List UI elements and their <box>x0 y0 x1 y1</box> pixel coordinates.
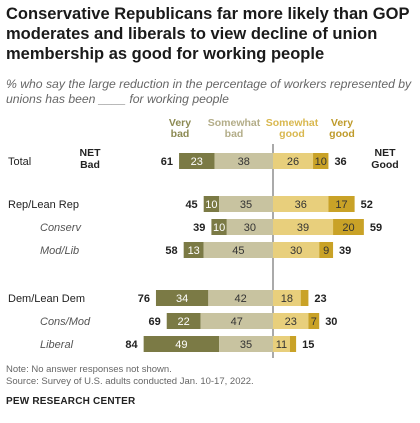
net-good-value: 30 <box>325 316 337 328</box>
bar-very-good <box>289 336 297 352</box>
bar-somewhat-good <box>273 196 329 212</box>
net-bad-value: 61 <box>161 156 173 168</box>
chart-subtitle: % who say the large reduction in the per… <box>6 77 412 106</box>
net-bad-value: 39 <box>193 222 205 234</box>
bar-somewhat-bad <box>219 336 273 352</box>
legend-somewhat-good: Somewhat good <box>266 117 319 140</box>
bar-very-bad <box>155 290 209 306</box>
label-very-bad: 23 <box>191 156 203 168</box>
label-somewhat-bad: 42 <box>235 293 247 305</box>
bar-somewhat-bad <box>214 153 273 169</box>
net-bad-value: 58 <box>165 245 177 257</box>
bar-somewhat-good <box>273 242 320 258</box>
label-very-bad: 22 <box>178 316 190 328</box>
label-very-bad: 34 <box>176 293 188 305</box>
chart-note: Note: No answer responses not shown. <box>6 364 172 375</box>
bar-somewhat-good <box>273 336 290 352</box>
label-somewhat-good: 30 <box>290 245 302 257</box>
bar-very-bad <box>143 336 220 352</box>
net-bad-label: NET Bad <box>80 147 102 171</box>
legend-very-bad: Very bad <box>169 117 191 140</box>
legend-somewhat-bad: Somewhat bad <box>208 117 261 140</box>
label-very-bad: 49 <box>175 339 187 351</box>
label-very-good: 10 <box>315 156 327 168</box>
label-somewhat-good: 36 <box>295 199 307 211</box>
row-label: Rep/Lean Rep <box>8 199 79 211</box>
row-label: Total <box>8 156 31 168</box>
chart-title: Conservative Republicans far more likely… <box>6 5 410 63</box>
net-good-value: 59 <box>370 222 382 234</box>
label-very-bad: 10 <box>213 222 225 234</box>
net-good-value: 15 <box>302 339 314 351</box>
chart-source: Source: Survey of U.S. adults conducted … <box>6 376 254 387</box>
label-very-good: 7 <box>311 316 317 328</box>
bar-very-bad <box>203 196 220 212</box>
label-very-good: 9 <box>323 245 329 257</box>
label-somewhat-bad: 30 <box>244 222 256 234</box>
net-good-value: 36 <box>334 156 346 168</box>
bar-very-bad <box>179 153 215 169</box>
net-good-value: 52 <box>361 199 373 211</box>
label-somewhat-bad: 35 <box>240 199 252 211</box>
bar-somewhat-good <box>273 290 301 306</box>
row-label: Liberal <box>40 339 74 351</box>
net-good-label: NET Good <box>371 147 398 171</box>
label-somewhat-good: 39 <box>297 222 309 234</box>
label-somewhat-good: 26 <box>287 156 299 168</box>
label-somewhat-bad: 35 <box>240 339 252 351</box>
bar-very-bad <box>183 242 204 258</box>
bar-very-good <box>319 242 334 258</box>
bar-somewhat-bad <box>226 219 273 235</box>
net-good-value: 39 <box>339 245 351 257</box>
bar-very-good <box>313 153 329 169</box>
label-very-bad: 13 <box>188 245 200 257</box>
row-label: Cons/Mod <box>40 316 91 328</box>
bar-somewhat-good <box>273 313 309 329</box>
label-somewhat-good: 18 <box>281 293 293 305</box>
net-bad-value: 45 <box>185 199 197 211</box>
label-somewhat-bad: 45 <box>232 245 244 257</box>
label-somewhat-bad: 38 <box>238 156 250 168</box>
bar-somewhat-good <box>273 153 314 169</box>
bar-very-good <box>308 313 320 329</box>
bar-very-bad <box>211 219 227 235</box>
bar-very-good <box>333 219 364 235</box>
bar-somewhat-bad <box>203 242 273 258</box>
label-very-bad: 10 <box>205 199 217 211</box>
bar-very-good <box>300 290 309 306</box>
label-somewhat-good: 11 <box>276 339 287 351</box>
net-good-value: 23 <box>314 293 326 305</box>
bar-very-good <box>328 196 355 212</box>
row-label: Conserv <box>40 222 82 234</box>
bar-somewhat-bad <box>219 196 273 212</box>
legend-very-good: Very good <box>329 117 355 140</box>
label-very-good: 17 <box>335 199 347 211</box>
bar-somewhat-good <box>273 219 334 235</box>
net-bad-value: 84 <box>125 339 138 351</box>
organization-name: PEW RESEARCH CENTER <box>6 396 136 407</box>
bar-somewhat-bad <box>200 313 273 329</box>
label-somewhat-bad: 47 <box>231 316 243 328</box>
net-bad-value: 76 <box>138 293 150 305</box>
bar-somewhat-bad <box>208 290 273 306</box>
bar-very-bad <box>166 313 201 329</box>
net-bad-value: 69 <box>148 316 160 328</box>
row-label: Dem/Lean Dem <box>8 293 85 305</box>
row-label: Mod/Lib <box>40 245 79 257</box>
label-somewhat-good: 23 <box>285 316 297 328</box>
label-very-good: 20 <box>342 222 354 234</box>
